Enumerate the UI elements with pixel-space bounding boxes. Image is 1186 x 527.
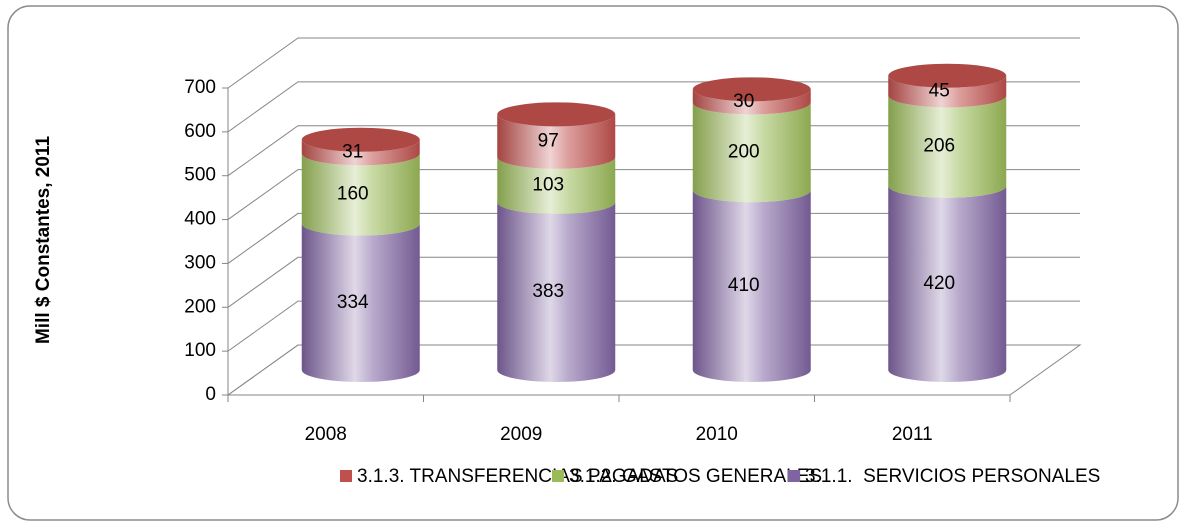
grid-line [227, 81, 1080, 133]
cylinder-top [888, 63, 1007, 88]
legend-label: 3.1.3. TRANSFERENCIAS PAGADAS [357, 466, 678, 487]
cylinder-segment [692, 190, 811, 382]
data-label: 206 [923, 136, 955, 157]
x-tick-label: 2010 [696, 424, 738, 445]
cylinder-segment [301, 153, 420, 236]
cylinder-top [497, 102, 616, 127]
grid-line [227, 212, 1080, 264]
data-label: 334 [337, 292, 369, 313]
y-axis-label: Mill $ Constantes, 2011 [33, 136, 54, 344]
x-tick-label: 2009 [500, 424, 542, 445]
data-label: 30 [733, 91, 754, 112]
cylinder-segment [497, 156, 616, 215]
grid-line [227, 125, 1080, 177]
x-tick-label: 2011 [892, 424, 933, 445]
data-label: 31 [342, 142, 363, 163]
grid-line [227, 256, 1080, 308]
data-label: 97 [538, 131, 559, 152]
cylinder-segment [888, 95, 1007, 198]
legend-swatch [788, 470, 800, 482]
cylinder-segment [888, 185, 1007, 382]
y-tick-label: 500 [184, 165, 216, 186]
data-label: 200 [728, 141, 760, 162]
y-tick-label: 300 [184, 252, 216, 273]
cylinder-segment [497, 202, 616, 382]
y-tick-label: 0 [205, 384, 216, 405]
data-label: 383 [532, 281, 564, 302]
cylinder-segment [301, 223, 420, 382]
y-tick-label: 400 [184, 209, 216, 230]
grid-line [227, 169, 1080, 220]
cylinder-top [301, 127, 420, 152]
data-label: 410 [728, 275, 760, 296]
cylinder-segment [692, 102, 811, 203]
data-label: 160 [337, 183, 369, 204]
legend-label: 3.1.2. GASTOS GENERALES [569, 466, 822, 487]
grid-line [227, 300, 1080, 352]
y-tick-label: 200 [184, 296, 216, 317]
cylinder-segment [692, 89, 811, 115]
y-tick-label: 600 [184, 121, 216, 142]
grid-line [227, 344, 1080, 396]
legend-label: 3.1.1. SERVICIOS PERSONALES [805, 466, 1100, 487]
x-tick-label: 2008 [305, 424, 347, 445]
data-label: 420 [923, 273, 955, 294]
legend-swatch [340, 470, 352, 482]
cylinder-top [692, 77, 811, 102]
cylinder-segment [301, 139, 420, 166]
data-label: 103 [532, 174, 564, 195]
grid-line [227, 37, 1080, 89]
y-tick-label: 700 [184, 77, 216, 98]
cylinder-segment [888, 75, 1007, 108]
legend-swatch [552, 470, 564, 482]
cylinder-segment [497, 114, 616, 169]
y-tick-label: 100 [184, 340, 216, 361]
data-label: 45 [929, 81, 950, 102]
